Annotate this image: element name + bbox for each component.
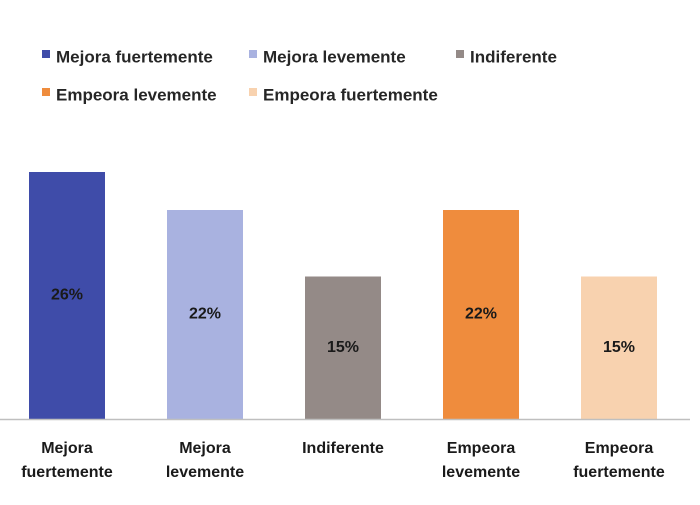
legend-swatch [249, 50, 257, 58]
legend-label: Mejora fuertemente [56, 47, 213, 66]
chart-legend: Mejora fuertemente Mejora levemente Indife… [42, 47, 557, 104]
bar [29, 172, 105, 419]
legend-label: Empeora levemente [56, 85, 217, 104]
category-label: Mejora fuertemente [21, 440, 113, 481]
category-label: Indiferente [302, 440, 384, 457]
legend-swatch [42, 50, 50, 58]
bar [305, 276, 381, 419]
legend-item: Mejora fuertemente [42, 47, 213, 66]
bar [581, 276, 657, 419]
legend-label: Empeora fuertemente [263, 85, 438, 104]
legend-swatch [42, 88, 50, 96]
legend-item: Empeora fuertemente [249, 85, 438, 104]
legend-swatch [249, 88, 257, 96]
data-label: 22% [189, 306, 221, 323]
legend-label: Indiferente [470, 47, 557, 66]
category-label-line: Indiferente [302, 440, 384, 457]
category-label-line: fuertemente [573, 464, 665, 481]
category-label: Mejora levemente [166, 440, 244, 481]
bar [167, 210, 243, 419]
legend-label: Mejora levemente [263, 47, 406, 66]
category-label-line: Mejora [41, 440, 93, 457]
legend-item: Empeora levemente [42, 85, 217, 104]
category-label-line: Empeora [447, 440, 516, 457]
category-label-line: levemente [442, 464, 520, 481]
bar [443, 210, 519, 419]
legend-item: Mejora levemente [249, 47, 406, 66]
category-label-line: fuertemente [21, 464, 113, 481]
category-label-line: Mejora [179, 440, 231, 457]
category-labels: Mejora fuertemente Mejora levemente Indifere… [21, 440, 665, 481]
data-label: 22% [465, 306, 497, 323]
data-label: 15% [327, 339, 359, 356]
category-label: Empeora fuertemente [573, 440, 665, 481]
bars-group: 26% 22% 15% 22% 15% [29, 172, 657, 419]
category-label-line: Empeora [585, 440, 654, 457]
data-label: 26% [51, 287, 83, 304]
legend-swatch [456, 50, 464, 58]
category-label: Empeora levemente [442, 440, 520, 481]
data-label: 15% [603, 339, 635, 356]
legend-item: Indiferente [456, 47, 557, 66]
category-label-line: levemente [166, 464, 244, 481]
